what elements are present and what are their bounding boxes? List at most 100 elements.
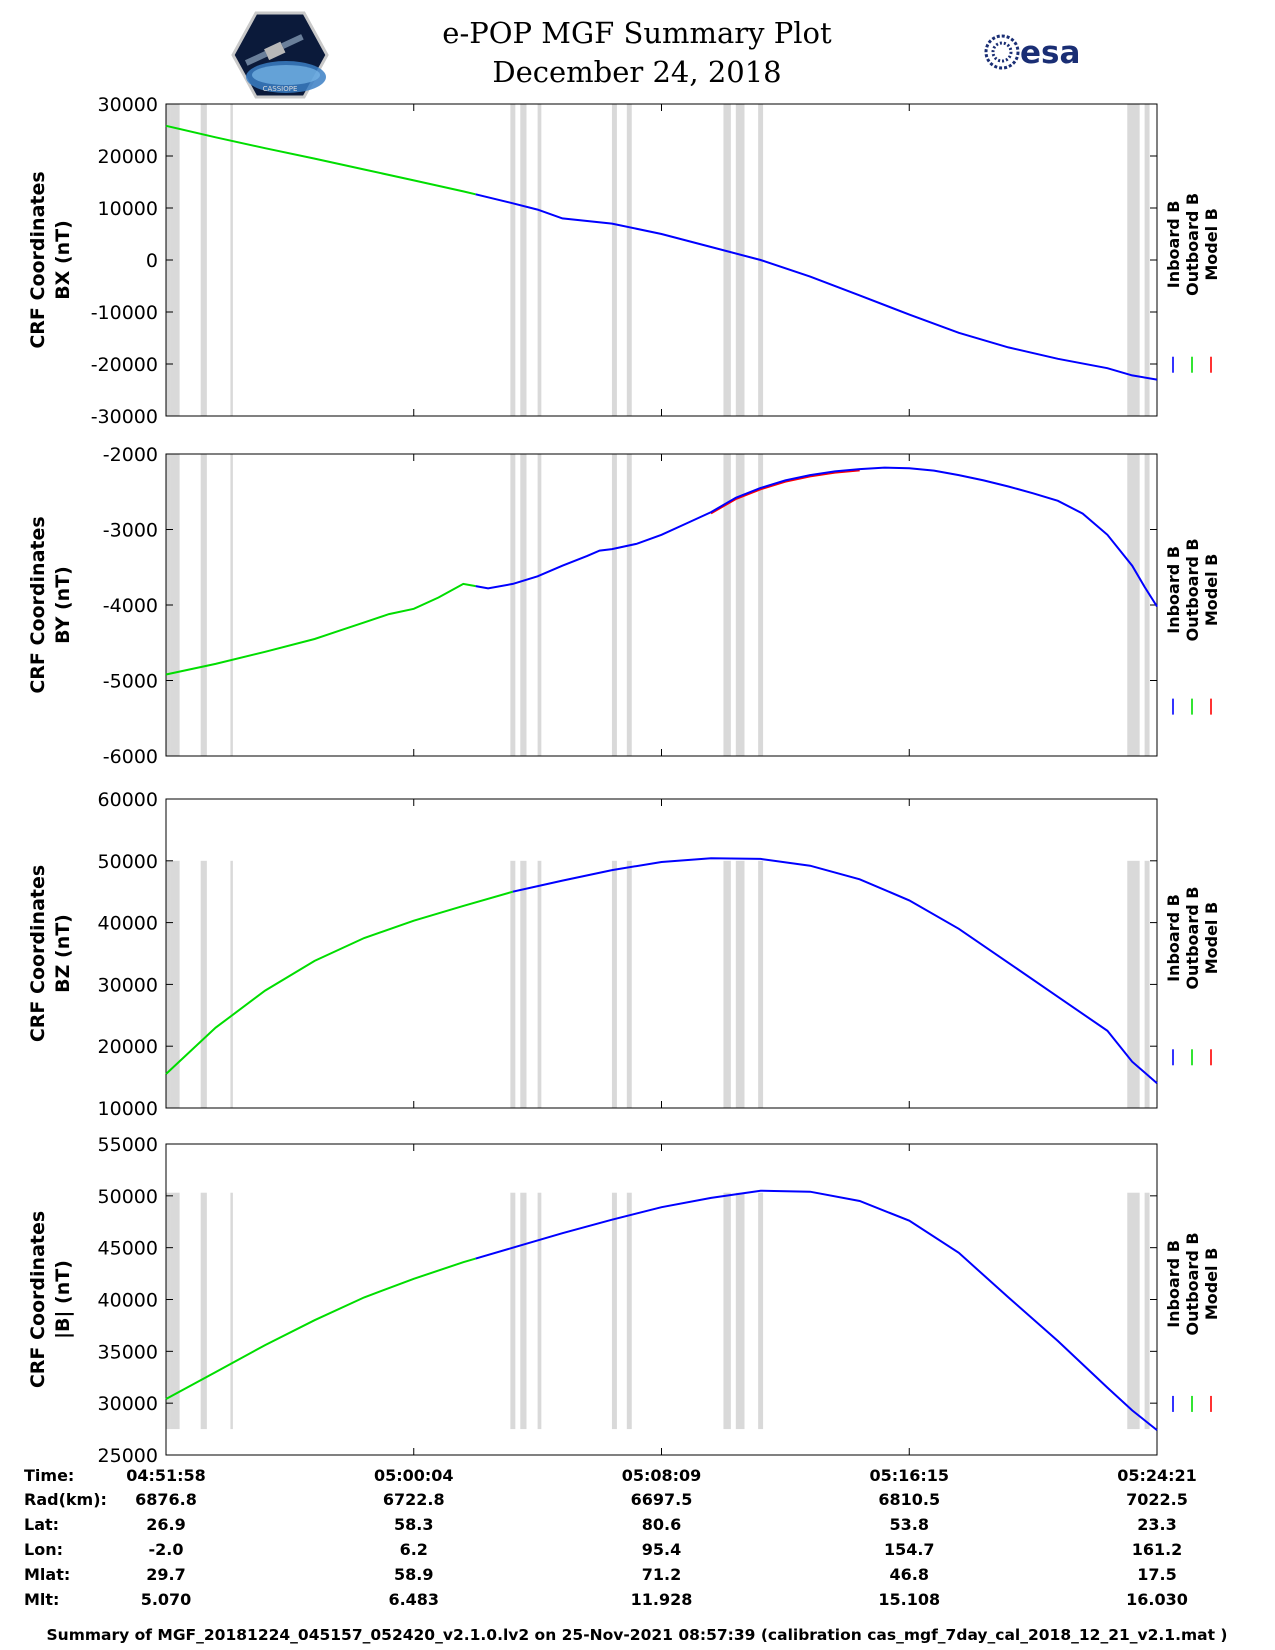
y-axis-label-line: BY (nT) xyxy=(52,566,74,644)
data-gap-band xyxy=(1144,454,1150,756)
y-tick-label: 30000 xyxy=(98,94,158,116)
data-gap-band xyxy=(758,1192,764,1430)
y-axis-label-line: CRF Coordinates xyxy=(27,171,49,348)
ephemeris-value: 58.9 xyxy=(394,1565,433,1584)
data-gap-band xyxy=(1127,1192,1140,1430)
ephemeris-value: 26.9 xyxy=(146,1515,185,1534)
data-gap-band xyxy=(200,454,207,756)
y-axis-label: CRF Coordinates BZ (nT) xyxy=(27,865,74,1042)
ephemeris-value: 05:08:09 xyxy=(622,1466,702,1485)
data-gap-band xyxy=(200,104,207,416)
cassiope-logo-text: CASSIOPE xyxy=(263,85,298,93)
y-axis-label-line: CRF Coordinates xyxy=(27,516,49,693)
ephemeris-value: 16.030 xyxy=(1126,1590,1188,1609)
y-tick-label: -6000 xyxy=(103,746,158,768)
ephemeris-value: 05:24:21 xyxy=(1117,1466,1197,1485)
y-tick-label: -2000 xyxy=(103,444,158,466)
ephemeris-value: 154.7 xyxy=(884,1540,935,1559)
data-gap-band xyxy=(735,860,745,1108)
data-gap-band xyxy=(510,454,516,756)
legend: Inboard B Outboard B Model B xyxy=(1164,193,1221,373)
data-gap-band xyxy=(735,454,745,756)
ephemeris-value: 17.5 xyxy=(1137,1565,1176,1584)
ephemeris-value: 53.8 xyxy=(890,1515,929,1534)
cassiope-logo: CASSIOPE xyxy=(231,11,329,99)
data-gap-band xyxy=(626,104,632,416)
legend-label-outboard: Outboard B xyxy=(1183,887,1202,990)
data-gap-band xyxy=(611,454,617,756)
legend-label-model: Model B xyxy=(1202,902,1221,974)
ephemeris-row-label: Mlt: xyxy=(24,1590,59,1609)
data-gap-band xyxy=(200,1192,207,1430)
data-gap-band xyxy=(170,454,180,756)
y-axis-label-line: |B| (nT) xyxy=(52,1260,74,1339)
plot-frame xyxy=(165,453,1158,757)
data-gap-band xyxy=(170,1192,180,1430)
ephemeris-value: 6.483 xyxy=(388,1590,439,1609)
ephemeris-row-label: Rad(km): xyxy=(24,1490,107,1509)
legend: Inboard B Outboard B Model B xyxy=(1164,887,1221,1066)
data-gap-band xyxy=(1127,860,1140,1108)
plot-frame xyxy=(165,798,1158,1109)
ephemeris-row-label: Lat: xyxy=(24,1515,59,1534)
data-gap-band xyxy=(510,104,516,416)
ephemeris-value: 29.7 xyxy=(146,1565,185,1584)
data-gap-band xyxy=(510,1192,516,1430)
page-date: December 24, 2018 xyxy=(492,55,781,89)
ephemeris-value: 95.4 xyxy=(642,1540,681,1559)
ephemeris-value: 80.6 xyxy=(642,1515,681,1534)
data-gap-band xyxy=(537,860,542,1108)
ephemeris-row-label: Lon: xyxy=(24,1540,63,1559)
y-axis-label-line: CRF Coordinates xyxy=(27,1211,49,1388)
data-gap-band xyxy=(537,104,542,416)
legend-label-inboard: Inboard B xyxy=(1164,894,1183,982)
legend: Inboard B Outboard B Model B xyxy=(1164,538,1221,715)
legend: Inboard B Outboard B Model B xyxy=(1164,1232,1221,1412)
panel-bz: 60000 50000 40000 30000 20000 10000 CRF Coordi… xyxy=(27,789,1221,1120)
data-gap-band xyxy=(537,1192,542,1430)
legend-label-outboard: Outboard B xyxy=(1183,538,1202,641)
data-gap-band xyxy=(520,104,527,416)
ephemeris-value: 11.928 xyxy=(631,1590,693,1609)
ephemeris-value: 58.3 xyxy=(394,1515,433,1534)
legend-label-model: Model B xyxy=(1202,208,1221,280)
header: CASSIOPE e-POP MGF Summary Plot December… xyxy=(231,11,1080,99)
ephemeris-value: 71.2 xyxy=(642,1565,681,1584)
data-gap-band xyxy=(230,454,233,756)
series-model xyxy=(710,469,860,515)
footer-caption: Summary of MGF_20181224_045157_052420_v2… xyxy=(47,1626,1228,1644)
ephemeris-value: 6722.8 xyxy=(383,1490,445,1509)
data-gap-band xyxy=(723,1192,731,1430)
panels: 30000 20000 10000 0 -10000 -20000 -30000 CRF Co… xyxy=(27,94,1221,1467)
y-axis-label-line: CRF Coordinates xyxy=(27,865,49,1042)
data-gap-band xyxy=(626,454,632,756)
series-outboard xyxy=(165,582,476,676)
data-gap-band xyxy=(1127,454,1140,756)
data-gap-band xyxy=(758,860,764,1108)
y-tick-label: 30000 xyxy=(98,974,158,996)
data-gap-band xyxy=(1144,860,1150,1108)
y-tick-label: -30000 xyxy=(91,406,158,428)
ephemeris-value: 7022.5 xyxy=(1126,1490,1188,1509)
y-tick-label: 40000 xyxy=(98,1290,158,1312)
series-inboard xyxy=(475,1189,1158,1431)
y-tick-label: 10000 xyxy=(98,1098,158,1120)
data-gap-band xyxy=(230,1192,233,1430)
y-tick-label: -20000 xyxy=(91,354,158,376)
panel-btot: 55000 50000 45000 40000 35000 30000 25000 CRF C… xyxy=(27,1134,1221,1467)
ephemeris-row-label: Mlat: xyxy=(24,1565,70,1584)
ephemeris-row-label: Time: xyxy=(24,1466,74,1485)
legend-label-model: Model B xyxy=(1202,554,1221,626)
y-tick-label: 50000 xyxy=(98,1186,158,1208)
data-gap-band xyxy=(170,860,180,1108)
data-gap-band xyxy=(1144,1192,1150,1430)
ephemeris-value: 05:16:15 xyxy=(869,1466,949,1485)
ephemeris-table: Time: Rad(km): Lat: Lon: Mlat: Mlt: 04:51:58 68… xyxy=(24,1466,1197,1609)
y-axis-label: CRF Coordinates BY (nT) xyxy=(27,516,74,693)
ephemeris-value: 6697.5 xyxy=(631,1490,693,1509)
ephemeris-value: 6.2 xyxy=(400,1540,428,1559)
data-gap-band xyxy=(611,860,617,1108)
y-tick-label: 55000 xyxy=(98,1134,158,1156)
legend-label-inboard: Inboard B xyxy=(1164,1240,1183,1328)
